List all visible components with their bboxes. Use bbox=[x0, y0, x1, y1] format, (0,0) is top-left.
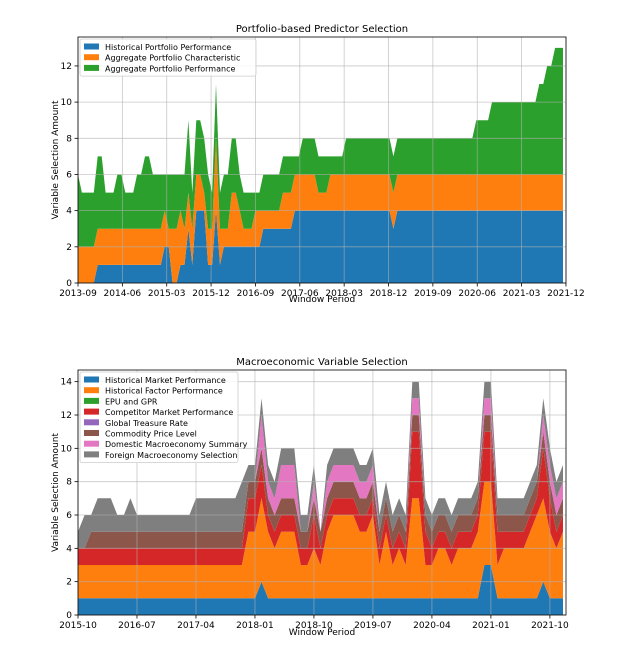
legend-label: Global Treasure Rate bbox=[105, 419, 188, 428]
y-axis-title: Variable Selection Amount bbox=[51, 433, 61, 552]
area-series-3 bbox=[78, 431, 563, 565]
legend-label: Domestic Macroeconomy Summary bbox=[105, 440, 248, 449]
legend-swatch bbox=[84, 54, 99, 61]
x-tick-label: 2019-09 bbox=[414, 289, 452, 299]
y-tick-label: 8 bbox=[66, 134, 72, 144]
y-tick-label: 6 bbox=[66, 170, 72, 180]
y-tick-label: 10 bbox=[61, 444, 73, 454]
legend-swatch bbox=[84, 408, 99, 415]
legend-swatch bbox=[84, 43, 99, 50]
legend-label: Aggregate Portfolio Performance bbox=[105, 64, 235, 73]
y-tick-label: 0 bbox=[66, 611, 72, 621]
x-axis-title: Window Period bbox=[289, 628, 355, 638]
x-tick-label: 2017-04 bbox=[177, 621, 215, 631]
y-tick-label: 10 bbox=[61, 98, 73, 108]
x-tick-label: 2016-07 bbox=[118, 621, 156, 631]
legend-swatch bbox=[84, 376, 99, 383]
x-tick-label: 2015-03 bbox=[148, 289, 186, 299]
x-tick-label: 2021-12 bbox=[547, 289, 585, 299]
area-series-5 bbox=[78, 415, 563, 549]
x-tick-label: 2015-10 bbox=[59, 621, 97, 631]
y-tick-label: 8 bbox=[66, 478, 72, 488]
area-series-1 bbox=[78, 481, 563, 599]
x-tick-label: 2018-01 bbox=[236, 621, 274, 631]
x-tick-label: 2019-07 bbox=[354, 621, 392, 631]
x-tick-label: 2014-06 bbox=[104, 289, 142, 299]
portfolio-chart: 0 2 4 6 8 10 12 2013-09 2014-06 2015-03 2015-12 201… bbox=[51, 24, 585, 305]
legend-box bbox=[79, 38, 257, 77]
legend-label: Historical Factor Performance bbox=[105, 387, 223, 396]
plot-frame bbox=[77, 36, 567, 284]
x-tick-label: 2013-09 bbox=[59, 289, 97, 299]
legend-swatch bbox=[84, 397, 99, 404]
chart-title: Portfolio-based Predictor Selection bbox=[236, 24, 408, 35]
legend-label: Competitor Market Performance bbox=[105, 408, 233, 417]
macro-chart: 0 2 4 6 8 10 12 14 2015-10 2016-07 2017-04 2018-01 2… bbox=[51, 357, 569, 638]
x-tick-label: 2020-04 bbox=[413, 621, 451, 631]
x-tick-label: 2021-03 bbox=[503, 289, 541, 299]
legend-swatch bbox=[84, 387, 99, 394]
chart-title: Macroeconomic Variable Selection bbox=[236, 357, 407, 368]
area-series-7 bbox=[78, 381, 563, 549]
legend-swatch bbox=[84, 440, 99, 447]
x-tick-label: 2020-06 bbox=[458, 289, 496, 299]
legend-box bbox=[79, 371, 239, 463]
legend-label: Aggregate Portfolio Characteristic bbox=[105, 54, 240, 63]
x-tick-label: 2018-12 bbox=[370, 289, 408, 299]
y-tick-label: 12 bbox=[61, 411, 72, 421]
y-tick-label: 12 bbox=[61, 62, 72, 72]
legend-label: Historical Portfolio Performance bbox=[105, 43, 231, 52]
y-tick-label: 4 bbox=[66, 207, 72, 217]
legend-swatch bbox=[84, 419, 99, 426]
legend-label: Commodity Price Level bbox=[105, 430, 197, 439]
legend-swatch bbox=[84, 451, 99, 458]
area-series-0 bbox=[78, 565, 563, 615]
legend: Historical Market Performance Historical … bbox=[79, 371, 248, 463]
x-tick-label: 2015-12 bbox=[192, 289, 230, 299]
x-tick-label: 2021-01 bbox=[472, 621, 510, 631]
y-tick-label: 2 bbox=[66, 243, 72, 253]
x-tick-label: 2018-03 bbox=[325, 289, 363, 299]
x-tick-label: 2017-06 bbox=[281, 289, 319, 299]
y-tick-label: 2 bbox=[66, 578, 72, 588]
legend-label: Historical Market Performance bbox=[105, 376, 226, 385]
y-tick-label: 14 bbox=[61, 378, 73, 388]
legend: Historical Portfolio Performance Aggregat… bbox=[79, 38, 257, 77]
y-tick-label: 0 bbox=[66, 279, 72, 289]
legend-swatch bbox=[84, 64, 99, 71]
y-axis-title: Variable Selection Amount bbox=[51, 100, 61, 219]
legend-swatch bbox=[84, 430, 99, 436]
y-tick-label: 6 bbox=[66, 511, 72, 521]
plot-frame bbox=[77, 369, 567, 616]
legend-label: EPU and GPR bbox=[105, 397, 158, 406]
y-tick-label: 4 bbox=[66, 544, 72, 554]
x-tick-label: 2021-10 bbox=[531, 621, 569, 631]
x-tick-label: 2016-09 bbox=[237, 289, 275, 299]
legend-label: Foreign Macroeconomy Selection bbox=[105, 451, 238, 460]
area-series-2 bbox=[78, 47, 563, 247]
x-tick-label: 2018-10 bbox=[295, 621, 333, 631]
x-axis-title: Window Period bbox=[289, 295, 355, 305]
